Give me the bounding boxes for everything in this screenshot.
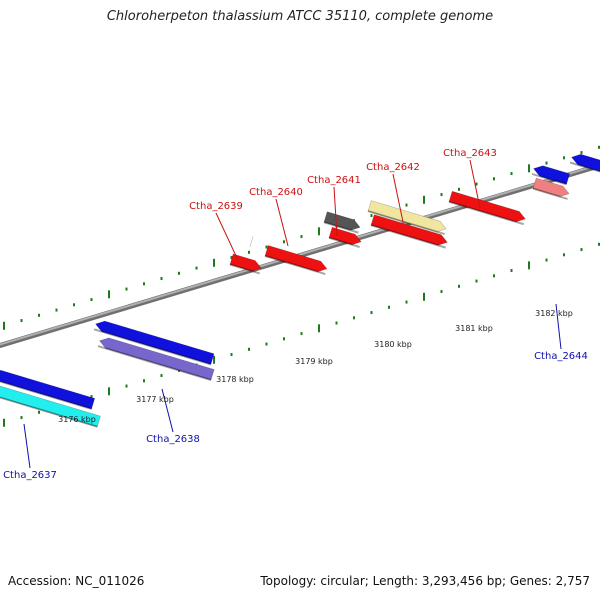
gene-arrow-Ctha_2642-shade: [367, 210, 445, 236]
map-title: Chloroherpeton thalassium ATCC 35110, co…: [106, 9, 494, 24]
gene-label-Ctha_2643: Ctha_2643: [443, 148, 497, 159]
label-leaders: [23, 159, 562, 469]
gene-label-Ctha_2642: Ctha_2642: [366, 162, 420, 173]
leader-line-Ctha_2642: [392, 173, 404, 223]
gene-arrow-shade: [370, 224, 446, 249]
gene-arrow-shade: [531, 172, 567, 186]
gene-arrow-Ctha_2640-shade: [264, 255, 326, 276]
axis-tick-label: 3180 kbp: [374, 340, 412, 349]
axis-tick-label: 3181 kbp: [455, 324, 493, 333]
leader-line-Ctha_2640: [275, 198, 289, 247]
gene-arrow: [229, 253, 262, 272]
gene-arrow-Ctha_2644-shade: [532, 187, 568, 200]
leader-line-Ctha_2638: [161, 388, 174, 433]
gene-arrow-shade: [569, 161, 600, 173]
leader-line-Ctha_2639: [215, 212, 238, 259]
gene-arrow-shade: [0, 380, 92, 410]
gene-arrow-Ctha_2637: [0, 385, 101, 428]
axis-tick-label: 3177 kbp: [136, 395, 174, 404]
gene-arrow-Ctha_2644: [532, 177, 570, 197]
axis-tick-label: 3182 kbp: [535, 309, 573, 318]
gene-arrow: [95, 320, 215, 365]
gene-arrow-shade: [229, 263, 260, 275]
gene-arrow: [571, 153, 600, 172]
gene-arrow-Ctha_2641: [323, 211, 361, 231]
gene-label-Ctha_2641: Ctha_2641: [307, 175, 361, 186]
gene-arrow: [0, 369, 96, 410]
gene-track: [0, 153, 600, 428]
gene-arrow: [370, 214, 448, 246]
leader-line-Ctha_2637: [23, 423, 31, 469]
gene-label-Ctha_2640: Ctha_2640: [249, 187, 303, 198]
gene-arrow-Ctha_2641-shade: [323, 221, 359, 234]
gene-arrow-shade: [328, 236, 360, 248]
gene-arrow-Ctha_2638: [99, 337, 215, 381]
gene-arrow-Ctha_2638-shade: [97, 345, 212, 381]
backbone-highlight: [0, 163, 600, 346]
gene-label-Ctha_2644: Ctha_2644: [534, 351, 588, 362]
gene-label-Ctha_2637: Ctha_2637: [3, 470, 57, 481]
gene-arrow-shade: [93, 328, 212, 366]
outer-tick-ring: [3, 145, 600, 330]
gene-arrow-Ctha_2640: [264, 245, 328, 273]
gene-label-Ctha_2638: Ctha_2638: [146, 434, 200, 445]
gene-arrow-Ctha_2637-shade: [0, 396, 98, 428]
genome-summary-text: Topology: circular; Length: 3,293,456 bp…: [260, 574, 590, 588]
axis-tick-label: 3178 kbp: [216, 375, 254, 384]
gene-anchor-Ctha_2639: [249, 235, 254, 247]
gene-labels: Ctha_2639 Ctha_2640 Ctha_2641 Ctha_2642 Ctha…: [3, 148, 588, 481]
gene-arrow-Ctha_2643: [448, 190, 526, 223]
axis-labels: 3176 kbp 3177 kbp 3178 kbp 3179 kbp 3180 kbp…: [58, 309, 573, 424]
axis-tick-label: 3176 kbp: [58, 415, 96, 424]
gene-label-Ctha_2639: Ctha_2639: [189, 201, 243, 212]
gene-arrow-Ctha_2642: [367, 200, 447, 233]
gene-arrow: [533, 165, 570, 185]
accession-text: Accession: NC_011026: [8, 574, 145, 588]
axis-tick-label: 3179 kbp: [295, 357, 333, 366]
gene-arrow-Ctha_2643-shade: [448, 200, 524, 226]
leader-line-Ctha_2641: [333, 186, 338, 237]
leader-line-Ctha_2644: [555, 303, 562, 350]
leader-line-Ctha_2643: [469, 159, 481, 209]
